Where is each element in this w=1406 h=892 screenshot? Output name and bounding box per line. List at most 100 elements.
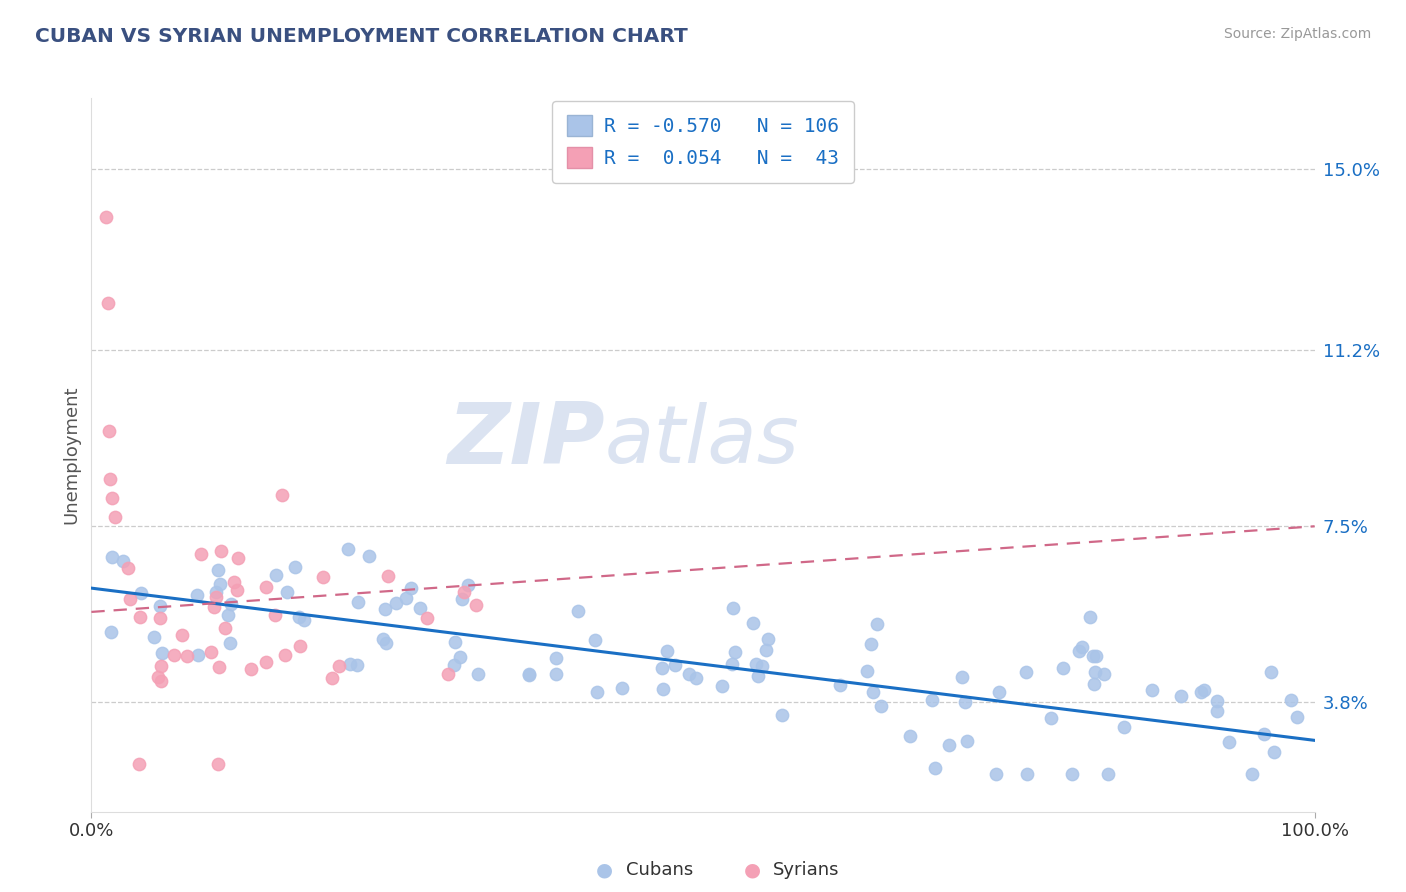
Point	[517, 667, 540, 681]
Point	[374, 636, 396, 650]
Point	[226, 582, 249, 597]
Point	[1194, 683, 1216, 698]
Point	[567, 604, 589, 618]
Text: atlas: atlas	[605, 401, 800, 480]
Point	[149, 599, 172, 613]
Point	[986, 766, 1008, 780]
Point	[467, 666, 489, 681]
Point	[100, 625, 122, 640]
Point	[131, 586, 153, 600]
Point	[1040, 711, 1063, 725]
Point	[111, 554, 134, 568]
Point	[416, 611, 439, 625]
Point	[869, 699, 891, 714]
Point	[655, 644, 678, 658]
Text: CUBAN VS SYRIAN UNEMPLOYMENT CORRELATION CHART: CUBAN VS SYRIAN UNEMPLOYMENT CORRELATION…	[35, 27, 688, 45]
Point	[395, 591, 418, 606]
Point	[457, 577, 479, 591]
Point	[1260, 665, 1282, 680]
Point	[146, 670, 169, 684]
Point	[921, 693, 943, 707]
Point	[1218, 735, 1240, 749]
Point	[264, 568, 287, 582]
Point	[1015, 766, 1038, 780]
Point	[544, 667, 567, 681]
Point	[586, 685, 609, 699]
Point	[276, 585, 298, 599]
Point	[1206, 704, 1229, 718]
Point	[209, 544, 232, 558]
Point	[1083, 677, 1105, 691]
Point	[150, 673, 173, 688]
Point	[142, 630, 165, 644]
Point	[347, 595, 370, 609]
Point	[377, 569, 399, 583]
Point	[98, 424, 121, 438]
Point	[219, 636, 242, 650]
Point	[1114, 720, 1136, 734]
Point	[742, 616, 765, 631]
Point	[149, 659, 172, 673]
Point	[128, 757, 150, 772]
Point	[756, 632, 779, 647]
Point	[186, 588, 208, 602]
Point	[751, 659, 773, 673]
Point	[1279, 692, 1302, 706]
Point	[409, 601, 432, 615]
Point	[163, 648, 186, 662]
Point	[101, 491, 124, 505]
Point	[1253, 727, 1275, 741]
Text: ZIP: ZIP	[447, 399, 605, 483]
Point	[721, 657, 744, 672]
Point	[190, 547, 212, 561]
Point	[855, 664, 877, 678]
Point	[862, 685, 884, 699]
Point	[104, 509, 127, 524]
Point	[200, 645, 222, 659]
Point	[685, 671, 707, 685]
Point	[176, 649, 198, 664]
Legend: R = -0.570   N = 106, R =  0.054   N =  43: R = -0.570 N = 106, R = 0.054 N = 43	[553, 101, 853, 183]
Point	[214, 621, 236, 635]
Point	[172, 627, 194, 641]
Point	[451, 592, 474, 607]
Point	[444, 635, 467, 649]
Point	[828, 678, 851, 692]
Point	[94, 210, 117, 224]
Point	[207, 563, 229, 577]
Point	[1071, 640, 1094, 654]
Point	[129, 609, 152, 624]
Point	[1094, 666, 1116, 681]
Point	[678, 666, 700, 681]
Point	[187, 648, 209, 662]
Point	[1285, 709, 1308, 723]
Point	[721, 601, 744, 615]
Point	[1240, 766, 1263, 780]
Point	[254, 655, 277, 669]
Point	[202, 600, 225, 615]
Point	[449, 650, 471, 665]
Point	[359, 549, 381, 564]
Point	[724, 644, 747, 658]
Point	[1067, 644, 1090, 658]
Point	[374, 602, 396, 616]
Point	[288, 639, 311, 653]
Point	[1078, 609, 1101, 624]
Point	[517, 668, 540, 682]
Point	[240, 662, 263, 676]
Point	[1052, 661, 1074, 675]
Point	[339, 657, 361, 671]
Point	[711, 679, 734, 693]
Text: ●: ●	[744, 860, 761, 880]
Point	[1189, 685, 1212, 699]
Point	[312, 570, 335, 584]
Point	[328, 659, 350, 673]
Point	[651, 661, 673, 675]
Text: Syrians: Syrians	[773, 861, 839, 879]
Point	[1015, 665, 1038, 679]
Point	[208, 577, 231, 591]
Point	[465, 598, 488, 612]
Text: Source: ZipAtlas.com: Source: ZipAtlas.com	[1223, 27, 1371, 41]
Point	[222, 575, 245, 590]
Point	[384, 596, 406, 610]
